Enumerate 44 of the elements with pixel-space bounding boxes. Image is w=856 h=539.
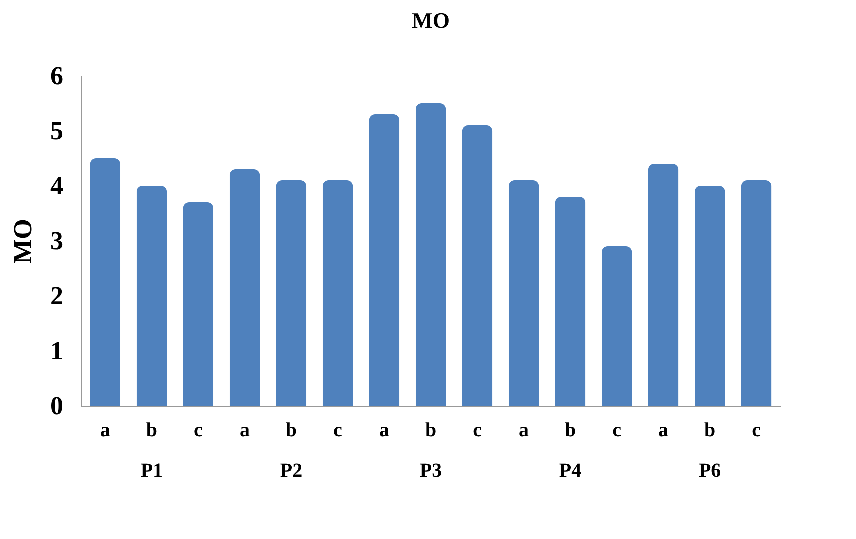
- x-tick-label: c: [752, 420, 762, 442]
- bar: [90, 158, 121, 406]
- x-tick-label: a: [519, 420, 530, 442]
- x-tick-label: b: [286, 420, 298, 442]
- x-tick-label: c: [194, 420, 203, 442]
- x-tick-label: c: [612, 420, 622, 442]
- bar: [508, 180, 540, 406]
- y-tick-label: 6: [50, 62, 64, 90]
- text: P4: [559, 460, 582, 482]
- y-axis-title: MO: [8, 219, 38, 264]
- x-tick-label: c: [473, 420, 482, 442]
- x-tick-label: a: [658, 420, 669, 442]
- chart-title: MO: [412, 8, 450, 33]
- bar: [741, 180, 772, 406]
- y-tick-label: 1: [50, 336, 64, 366]
- x-tick-label: b: [146, 420, 158, 442]
- x-tick-label: a: [379, 420, 390, 442]
- x-tick-label: b: [425, 420, 437, 442]
- text: P1: [140, 460, 164, 482]
- y-tick-label: 3: [50, 226, 64, 256]
- y-tick-label: 2: [50, 282, 64, 310]
- y-tick-label: 5: [50, 116, 64, 146]
- bar: [416, 104, 446, 406]
- text: P6: [698, 460, 722, 482]
- bar: [369, 114, 400, 406]
- bar: [648, 164, 679, 406]
- bar: [230, 170, 260, 406]
- text: P3: [420, 460, 442, 482]
- text: P2: [280, 460, 303, 482]
- x-tick-label: b: [564, 420, 576, 442]
- bar: [694, 186, 726, 406]
- bar: [602, 246, 632, 406]
- bar: [462, 126, 493, 406]
- x-tick-label: b: [704, 420, 716, 442]
- x-tick-label: a: [100, 420, 110, 442]
- bar: [183, 202, 214, 406]
- x-tick-label: c: [334, 420, 343, 442]
- bar: [322, 180, 354, 406]
- bar: [276, 180, 307, 406]
- y-tick-label: 4: [50, 172, 64, 200]
- bar: [555, 197, 586, 406]
- x-tick-label: a: [240, 420, 250, 442]
- bar: [136, 186, 168, 406]
- y-tick-label: 0: [50, 392, 64, 420]
